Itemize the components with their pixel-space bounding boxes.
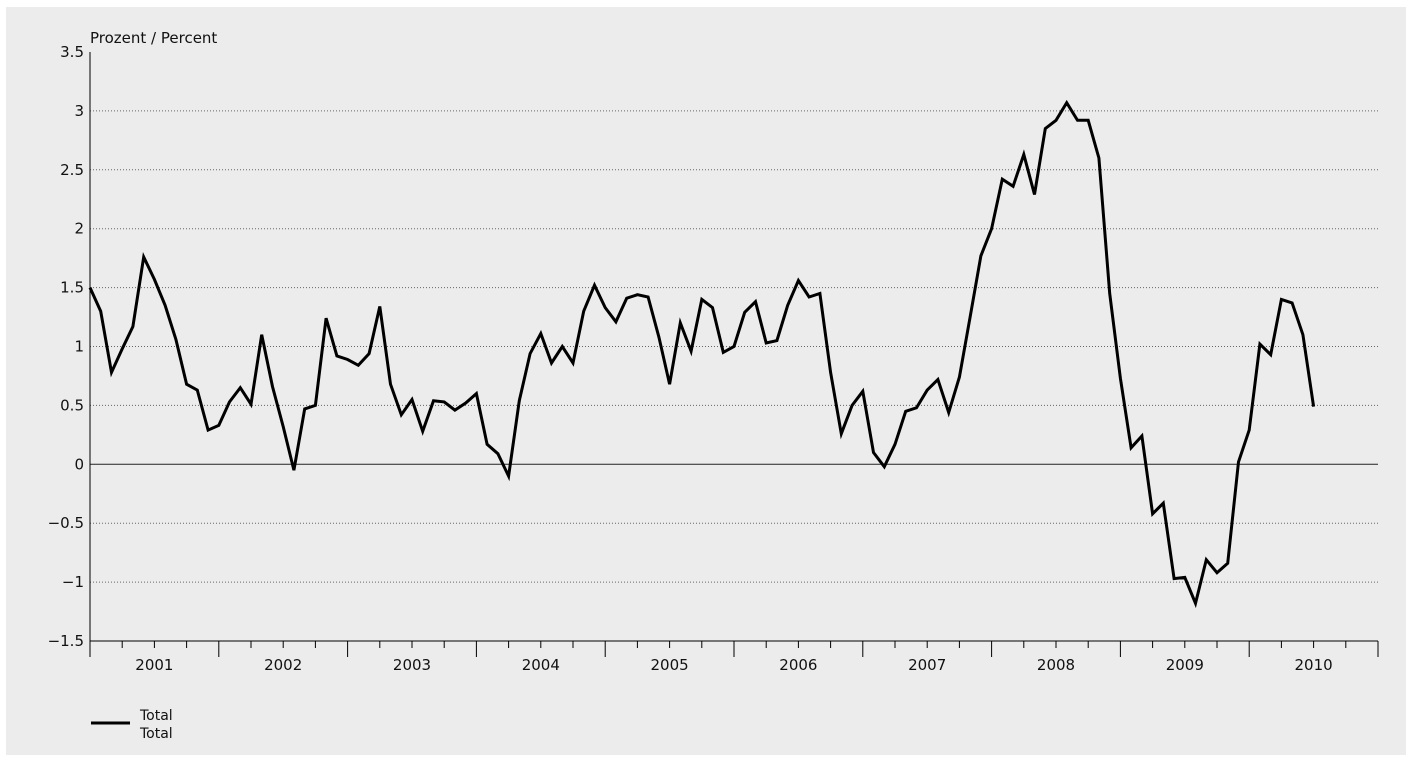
x-tick-label: 2005 [651, 656, 689, 674]
y-tick-label: 2.5 [60, 161, 84, 179]
y-tick-label: −0.5 [48, 514, 84, 532]
legend: Total Total [91, 708, 173, 742]
y-axis-title: Prozent / Percent [90, 29, 217, 47]
y-tick-label: 0 [74, 455, 84, 473]
x-tick-label: 2003 [393, 656, 431, 674]
x-tick-label: 2002 [264, 656, 302, 674]
y-tick-label: 3.5 [60, 43, 84, 61]
x-tick-label: 2001 [135, 656, 173, 674]
x-axis: 2001 2002 2003 2004 2005 2006 2007 2008 2009 2010 [89, 52, 1379, 674]
y-tick-label: 1 [74, 338, 84, 356]
legend-label-de: Total [139, 708, 173, 724]
x-tick-label: 2010 [1295, 656, 1333, 674]
x-tick-label: 2007 [908, 656, 946, 674]
chart-panel: 3.5 3 2.5 2 1.5 1 0.5 0 −0.5 −1 −1.5 2001 2002 2003 2… [6, 7, 1406, 755]
y-tick-label: 1.5 [60, 279, 84, 297]
series-layer [88, 99, 1316, 609]
line-chart: 3.532.521.510.50−0.5−1−1.5 2001 2002 2003 2… [48, 29, 1379, 742]
x-tick-label: 2008 [1037, 656, 1075, 674]
y-tick-label: 0.5 [60, 396, 84, 414]
legend-label-en: Total [139, 726, 173, 742]
x-tick-label: 2004 [522, 656, 560, 674]
x-tick-label: 2006 [779, 656, 817, 674]
y-tick-label: −1.5 [48, 632, 84, 650]
x-tick-label: 2009 [1166, 656, 1204, 674]
y-tick-label: 2 [74, 220, 84, 238]
series-line-total [88, 99, 1316, 609]
y-axis-ticks: 3.5 3 2.5 2 1.5 1 0.5 0 −0.5 −1 −1.5 [48, 43, 84, 650]
y-tick-label: −1 [62, 573, 84, 591]
gridlines [90, 110, 1378, 583]
y-tick-label: 3 [74, 102, 84, 120]
